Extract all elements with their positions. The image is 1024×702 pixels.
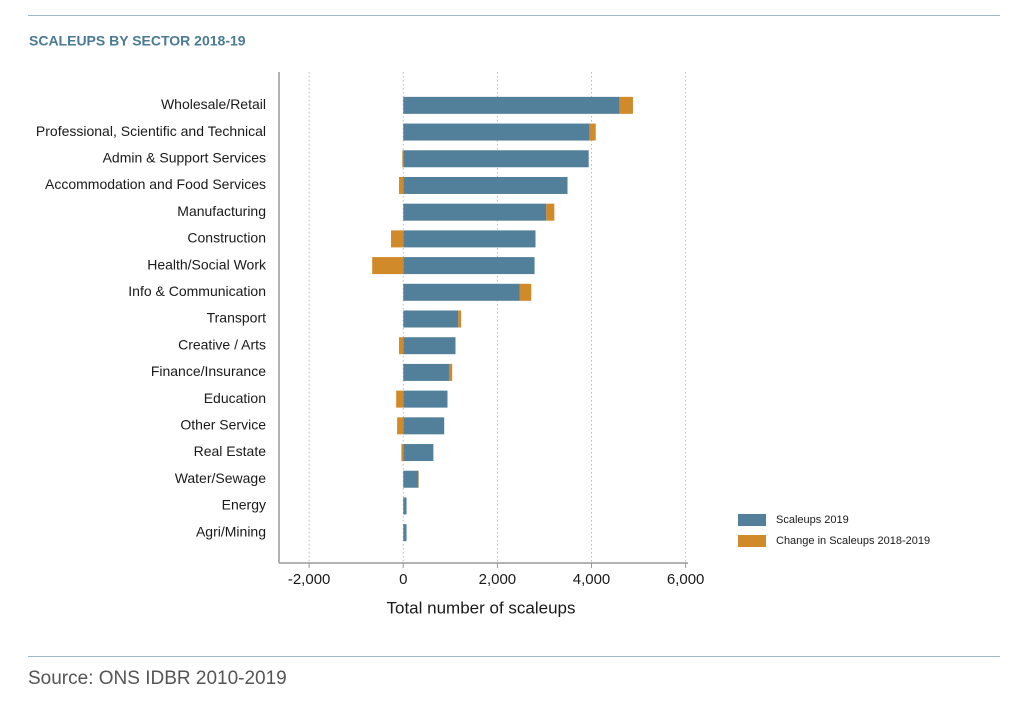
x-axis-label: Total number of scaleups [387,598,576,617]
change-bar [372,257,404,275]
category-label: Professional, Scientific and Technical [36,123,266,139]
bar [403,497,407,515]
bar [403,444,434,462]
bar [403,230,536,248]
bar [403,363,450,381]
category-label: Info & Communication [128,283,266,299]
category-label: Finance/Insurance [151,363,266,379]
x-tick-label: 6,000 [667,571,705,588]
legend-swatch [738,535,766,547]
change-bar [458,310,462,328]
bar [403,123,590,141]
category-label: Wholesale/Retail [161,96,266,112]
change-bar [449,363,453,381]
category-label: Other Service [180,417,266,433]
bar [403,176,568,194]
category-label: Energy [222,497,266,513]
source-note: Source: ONS IDBR 2010-2019 [28,668,287,689]
change-bar [391,230,404,248]
category-label: Transport [207,310,267,326]
bar [403,150,589,168]
bar [403,283,520,301]
x-tick-label: 2,000 [479,571,517,588]
category-label: Education [204,390,266,406]
bar [403,390,448,408]
change-bar [401,444,404,462]
bar [403,417,445,435]
bar [403,257,535,275]
change-bar [619,96,633,114]
category-label: Accommodation and Food Services [45,176,266,192]
bar [403,337,456,355]
bar [403,470,419,488]
change-bar [546,203,555,221]
change-bar [589,123,596,141]
x-tick-label: 0 [399,571,407,588]
category-label: Construction [187,230,266,246]
change-bar [402,150,404,168]
category-label: Water/Sewage [175,470,267,486]
category-label: Agri/Mining [196,523,266,539]
category-label: Creative / Arts [178,336,266,352]
legend-swatch [738,514,766,526]
chart-title: SCALEUPS BY SECTOR 2018-19 [29,33,246,49]
bar [403,203,547,221]
category-label: Admin & Support Services [103,149,266,165]
x-tick-label: -2,000 [288,571,331,588]
category-label: Health/Social Work [147,256,267,272]
category-label: Manufacturing [177,203,266,219]
category-label: Real Estate [194,443,267,459]
legend-label: Change in Scaleups 2018-2019 [776,535,930,547]
change-bar [399,337,404,355]
change-bar [397,417,404,435]
legend-label: Scaleups 2019 [776,514,849,526]
bar [403,524,407,542]
change-bar [396,390,404,408]
change-bar [399,176,404,194]
x-tick-label: 4,000 [573,571,611,588]
bar [403,310,459,328]
change-bar [519,283,532,301]
bar [403,96,620,114]
